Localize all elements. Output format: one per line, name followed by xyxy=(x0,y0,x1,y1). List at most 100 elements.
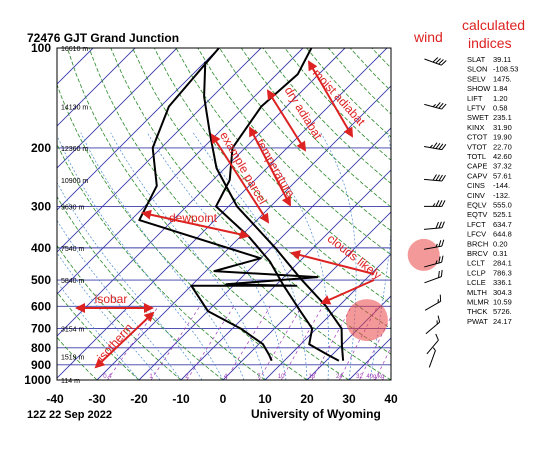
isotherm-line xyxy=(57,48,220,211)
pressure-tick-label: 300 xyxy=(31,199,51,213)
index-name: CTOT xyxy=(467,133,488,142)
annotation-label: isobar xyxy=(95,292,128,306)
height-label: 9630 m xyxy=(61,204,85,211)
wind-barb xyxy=(424,294,442,311)
index-name: LCLE xyxy=(467,278,486,287)
temperature-tick-label: 10 xyxy=(258,392,272,406)
mixing-ratio-labels: 0.4 1 2 4 7 10 16 24 32 40g/kg xyxy=(103,374,384,380)
wind-barb xyxy=(426,333,439,355)
mixing-ratio-line xyxy=(107,306,159,380)
mixing-ratio-label: 40g/kg xyxy=(366,374,384,380)
dry-adiabat-line xyxy=(371,48,391,69)
dry-adiabat-line xyxy=(57,244,182,380)
index-name: EQLV xyxy=(467,201,486,210)
index-value: 0.58 xyxy=(493,104,508,113)
plot-frame xyxy=(56,47,392,381)
isotherm-line xyxy=(138,127,391,380)
mixing-ratio-label: 16 xyxy=(308,374,315,380)
height-label: 12360 m xyxy=(61,146,88,153)
clouds-arrow-lower xyxy=(320,279,375,305)
height-label: 114 m xyxy=(61,378,80,385)
mixing-ratio-label: 32 xyxy=(356,374,363,380)
index-value: 22.70 xyxy=(493,142,512,151)
dry-adiabat-arrow xyxy=(266,89,307,152)
wind-barb xyxy=(428,347,436,368)
cloud-layer-highlight xyxy=(345,299,388,342)
wind-barb xyxy=(424,200,446,207)
dry-adiabat-line xyxy=(240,48,391,208)
temperature-tick-label: 20 xyxy=(300,392,314,406)
dry-adiabat-line xyxy=(57,196,224,380)
pressure-tick-label: 400 xyxy=(31,241,51,255)
index-name: BRCH xyxy=(467,239,488,248)
mixing-ratio-label: 4 xyxy=(224,374,228,380)
index-name: LIFT xyxy=(467,94,483,103)
dry-adiabat-line xyxy=(88,48,391,380)
temperature-tick-label: -10 xyxy=(172,392,190,406)
index-name: SELV xyxy=(467,74,486,83)
index-value: 10.59 xyxy=(493,298,512,307)
cloud-layer-highlight xyxy=(407,238,440,271)
wind-barb xyxy=(424,57,447,66)
index-name: TOTL xyxy=(467,152,486,161)
wind-barb xyxy=(425,315,441,335)
mixing-ratio-label: 7 xyxy=(257,374,261,380)
isotherm-line xyxy=(0,48,9,380)
temperature-tick-label: -20 xyxy=(130,392,148,406)
pressure-tick-label: 700 xyxy=(31,322,51,336)
height-label: 3154 m xyxy=(61,327,85,334)
isotherm-line xyxy=(57,48,178,169)
wind-barb xyxy=(424,269,443,284)
dry-adiabat-line xyxy=(197,48,391,256)
index-value: 57.61 xyxy=(493,171,512,180)
mixing-ratio-label: 1 xyxy=(149,374,153,380)
annotation-label: calculated xyxy=(462,17,525,33)
mixing-ratio-line xyxy=(225,306,271,380)
isotherm-line xyxy=(390,379,391,380)
index-name: CAPV xyxy=(467,171,487,180)
temperature-tick-label: -30 xyxy=(88,392,106,406)
temperature-tick-label: 40 xyxy=(384,392,398,406)
index-name: SWET xyxy=(467,113,489,122)
temperature-tick-label: -40 xyxy=(46,392,64,406)
isotherm-line xyxy=(57,48,136,127)
mixing-ratio-label: 24 xyxy=(336,374,343,380)
index-name: CINV xyxy=(467,191,485,200)
index-name: LFCV xyxy=(467,230,486,239)
index-value: 37.32 xyxy=(493,162,512,171)
index-value: 304.3 xyxy=(493,288,512,297)
annotation-label: indices xyxy=(468,35,512,51)
series-temperature xyxy=(215,48,340,362)
mixing-ratio-label: 0.4 xyxy=(103,374,112,380)
dry-adiabat-line xyxy=(66,48,350,380)
index-value: -108.53 xyxy=(493,65,518,74)
mixing-ratio-line xyxy=(150,306,201,380)
height-label: 5840 m xyxy=(61,278,85,285)
index-value: 525.1 xyxy=(493,210,512,219)
isotherm-line xyxy=(222,211,391,380)
index-name: CINS xyxy=(467,181,485,190)
index-value: 786.3 xyxy=(493,268,512,277)
index-name: VTOT xyxy=(467,142,487,151)
index-value: 24.17 xyxy=(493,317,512,326)
pressure-tick-label: 500 xyxy=(31,273,51,287)
height-labels: 16610 m 14130 m 12360 m 10900 m 9630 m 7540 m… xyxy=(61,46,88,385)
wind-barb xyxy=(424,142,447,151)
index-value: -144. xyxy=(493,181,510,190)
series-example-parcel xyxy=(203,61,345,361)
index-name: SLAT xyxy=(467,55,486,64)
index-value: 1.84 xyxy=(493,84,508,93)
index-name: LCLT xyxy=(467,259,485,268)
parcel-arrow xyxy=(210,133,270,224)
dry-adiabat-line xyxy=(57,336,98,380)
index-value: 31.90 xyxy=(493,123,512,132)
chart-title: 72476 GJT Grand Junction xyxy=(27,31,179,45)
indices-table: SLAT 39.11 SLON -108.53 SELV 1475.SHOW 1.84 LIF… xyxy=(467,55,518,326)
index-name: BRCV xyxy=(467,249,488,258)
index-name: KINX xyxy=(467,123,485,132)
mixing-ratio-line xyxy=(258,306,303,380)
dry-adiabat-line xyxy=(219,48,391,232)
index-name: SHOW xyxy=(467,84,491,93)
mixing-ratio-line xyxy=(280,306,324,380)
